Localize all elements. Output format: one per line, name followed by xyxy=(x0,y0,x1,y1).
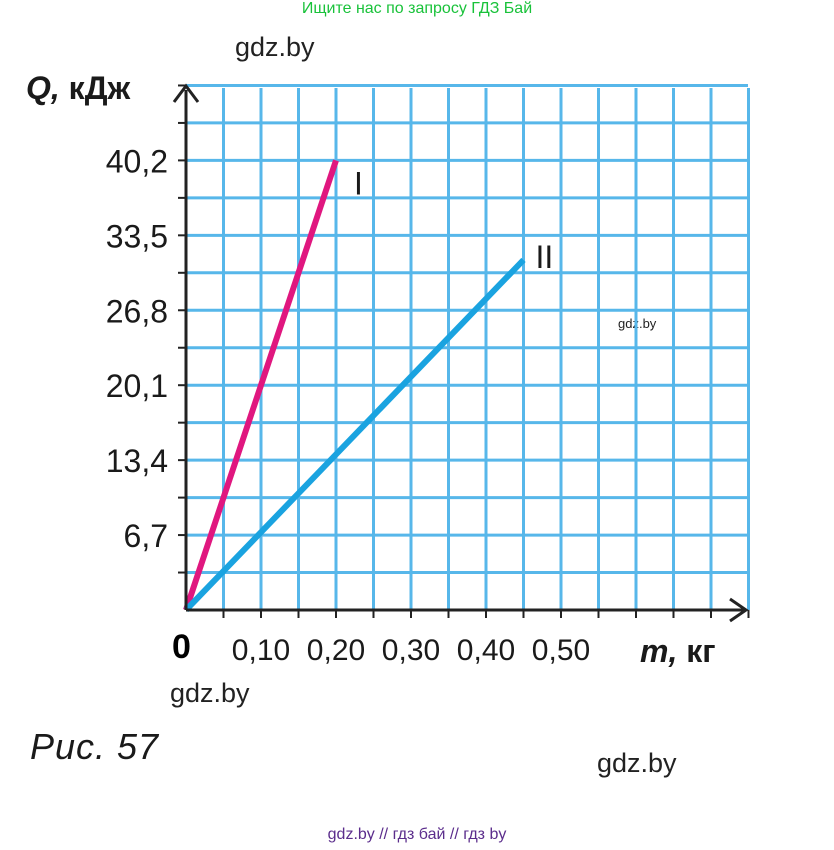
figure-caption: Рис. 57 xyxy=(30,726,160,767)
x-axis-label-text: m, кг xyxy=(640,633,716,669)
y-tick-label: 6,7 xyxy=(124,518,168,554)
y-tick-label: 33,5 xyxy=(106,218,168,254)
series-label-1: I xyxy=(354,165,363,201)
x-axis-arrow xyxy=(729,597,749,623)
y-axis-label: Q, кДж xyxy=(26,70,130,107)
y-axis-label-text: Q, кДж xyxy=(26,70,131,106)
watermark-top: gdz.by xyxy=(235,32,315,62)
x-axis-label: m, кг xyxy=(640,633,716,670)
chart-ticks: 6,7 13,4 20,1 26,8 33,5 40,2 0,10 0,20 0,30 0,40 0… xyxy=(106,143,590,667)
series-line-1 xyxy=(183,159,339,611)
x-tick-label: 0,30 xyxy=(382,634,440,667)
series-line-2 xyxy=(183,257,526,613)
chart-grid xyxy=(186,83,750,610)
watermark-left: gdz.by xyxy=(170,678,250,708)
x-tick-label: 0,50 xyxy=(532,634,590,667)
x-tick-label: 0,10 xyxy=(232,634,290,667)
watermark-right: gdz.by xyxy=(597,748,677,778)
x-tick-label: 0,20 xyxy=(307,634,365,667)
top-banner: Ищите нас по запросу ГДЗ Бай xyxy=(301,0,533,17)
chart-series-labels: III xyxy=(354,165,553,275)
y-tick-label: 26,8 xyxy=(106,293,168,329)
y-tick-label: 40,2 xyxy=(106,143,168,179)
footer-links: gdz.by // гдз бай // гдз by xyxy=(327,826,507,843)
y-tick-label: 20,1 xyxy=(106,368,168,404)
origin-label: 0 xyxy=(172,628,191,666)
x-tick-label: 0,40 xyxy=(457,634,515,667)
series-label-2: II xyxy=(536,239,554,275)
chart-series xyxy=(183,159,526,613)
y-tick-label: 13,4 xyxy=(106,443,168,479)
chart-axes xyxy=(172,83,750,623)
